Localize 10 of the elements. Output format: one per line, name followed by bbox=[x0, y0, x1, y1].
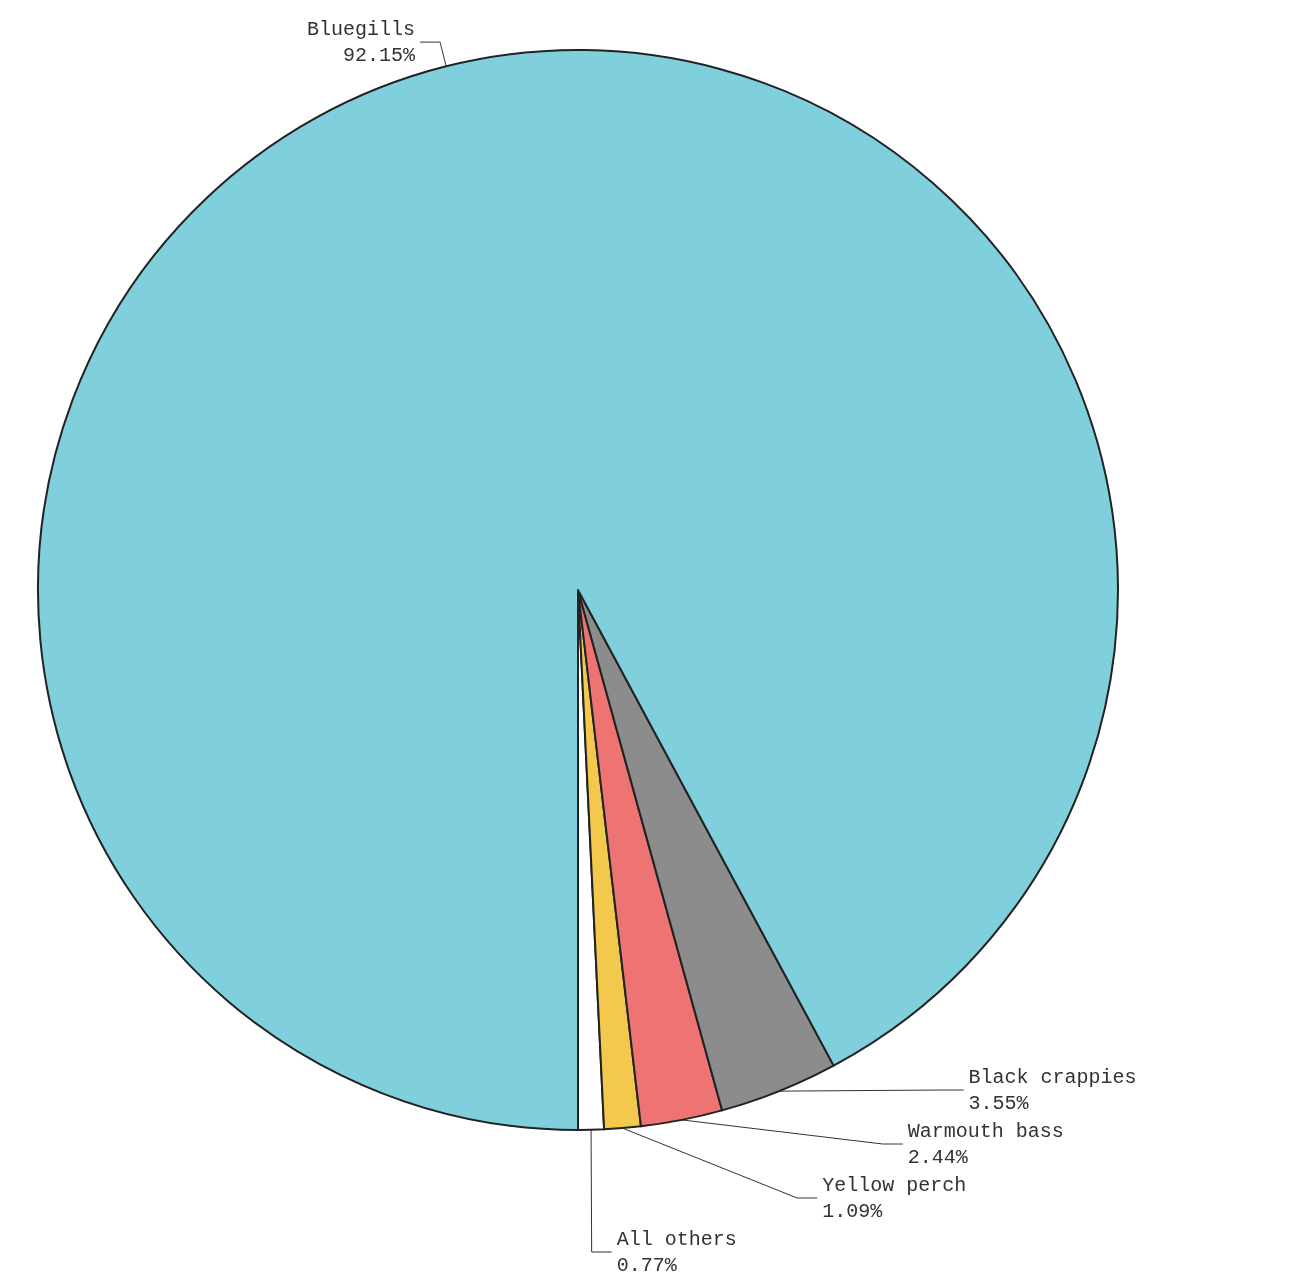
data-label: 0.77% bbox=[616, 1253, 678, 1277]
slice-label: Black crappies bbox=[968, 1065, 1137, 1089]
slice-label: All others bbox=[616, 1227, 737, 1251]
data-label: 3.55% bbox=[968, 1091, 1030, 1115]
data-label: 92.15% bbox=[343, 43, 417, 67]
slice-label: Yellow perch bbox=[822, 1173, 967, 1197]
slice-label: Warmouth bass bbox=[907, 1119, 1064, 1143]
data-label: 2.44% bbox=[907, 1145, 969, 1169]
data-label: 1.09% bbox=[822, 1199, 884, 1223]
slice-label: Bluegills bbox=[307, 17, 416, 41]
